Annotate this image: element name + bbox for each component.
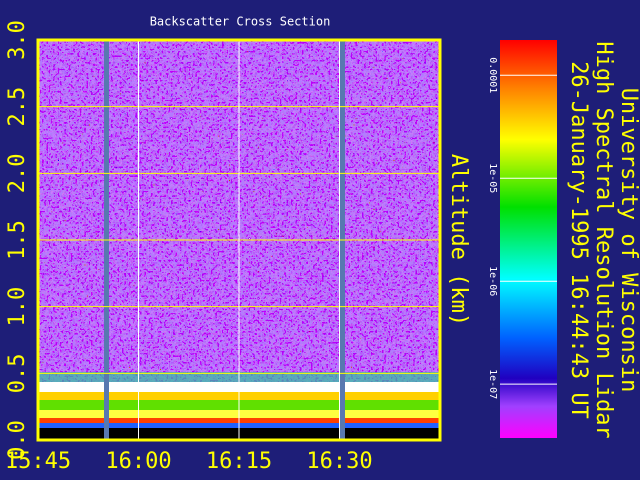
- colorbar-tick-label: 0.0001: [487, 57, 498, 93]
- y-tick-label: 0.0: [5, 420, 30, 460]
- colorbar: [500, 40, 557, 438]
- y-tick-label: 1.5: [5, 220, 30, 260]
- chart-title: Backscatter Cross Section: [150, 15, 331, 29]
- x-tick-label: 16:30: [306, 449, 372, 474]
- annotation: University of Wisconsin: [616, 88, 640, 393]
- y-axis-label: Altitude (km): [446, 154, 471, 326]
- colorbar-tick-label: 1e-05: [487, 163, 498, 193]
- x-tick-label: 15:45: [5, 449, 71, 474]
- y-tick-label: 2.0: [5, 153, 30, 193]
- x-tick-label: 16:15: [206, 449, 272, 474]
- colorbar-tick-label: 1e-06: [487, 266, 498, 296]
- plot-frame: [36, 38, 442, 442]
- y-tick-label: 1.0: [5, 287, 30, 327]
- x-tick-label: 16:00: [105, 449, 171, 474]
- annotation: High Spectral Resolution Lidar: [591, 41, 616, 438]
- annotation: 26-January-1995 16:44:43 UT: [566, 61, 591, 419]
- y-tick-label: 3.0: [5, 20, 30, 60]
- y-tick-label: 2.5: [5, 87, 30, 127]
- colorbar-tick-label: 1e-07: [487, 369, 498, 399]
- y-tick-label: 0.5: [5, 353, 30, 393]
